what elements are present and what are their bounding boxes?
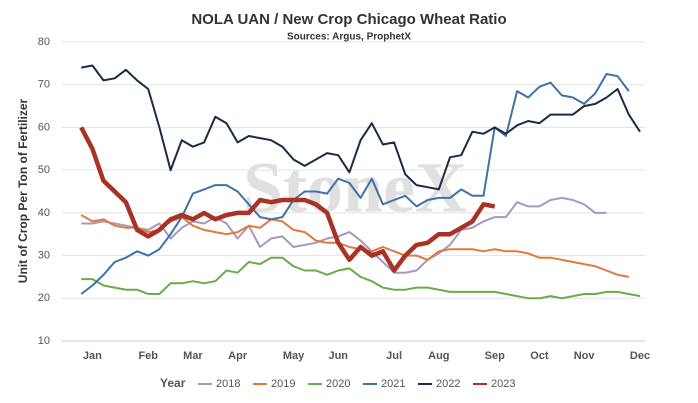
legend-label: 2021: [381, 378, 405, 390]
x-tick-label: Dec: [630, 350, 650, 362]
y-axis-label: Unit of Crop Per Ton of Fertilizer: [16, 98, 30, 283]
x-tick-label: May: [283, 350, 305, 362]
legend-label: 2018: [216, 378, 240, 390]
y-tick-label: 60: [38, 121, 50, 133]
x-tick-label: Jun: [328, 350, 348, 362]
x-tick-label: Sep: [485, 350, 505, 362]
x-tick-label: Apr: [228, 350, 248, 362]
series-line: [81, 256, 641, 300]
series-line: [81, 64, 641, 191]
y-tick-label: 30: [38, 249, 50, 261]
y-tick-label: 40: [38, 207, 50, 219]
x-tick-label: Mar: [183, 350, 203, 362]
y-tick-label: 80: [38, 36, 50, 48]
legend-label: 2020: [326, 378, 350, 390]
chart-subtitle: Sources: Argus, ProphetX: [287, 32, 411, 43]
chart-title: NOLA UAN / New Crop Chicago Wheat Ratio: [191, 11, 506, 28]
x-tick-label: Aug: [428, 350, 449, 362]
x-tick-label: Feb: [138, 350, 158, 362]
y-tick-label: 20: [38, 292, 50, 304]
series-line: [80, 73, 630, 295]
y-tick-label: 10: [38, 335, 50, 347]
x-tick-label: Jul: [386, 350, 402, 362]
legend-title: Year: [160, 376, 186, 390]
x-tick-label: Jan: [83, 350, 102, 362]
legend-label: 2019: [271, 378, 295, 390]
x-tick-label: Nov: [574, 350, 596, 362]
legend-label: 2023: [491, 378, 515, 390]
legend-label: 2022: [436, 378, 460, 390]
series-line: [79, 126, 496, 273]
y-tick-label: 50: [38, 164, 50, 176]
y-tick-label: 70: [38, 79, 50, 91]
x-tick-label: Oct: [530, 350, 549, 362]
